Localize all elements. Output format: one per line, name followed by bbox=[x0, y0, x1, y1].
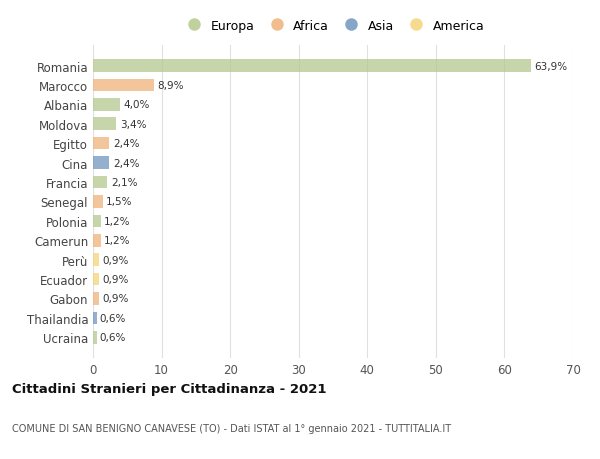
Text: 3,4%: 3,4% bbox=[120, 119, 146, 129]
Legend: Europa, Africa, Asia, America: Europa, Africa, Asia, America bbox=[176, 15, 490, 38]
Bar bbox=[93, 292, 99, 305]
Bar bbox=[93, 331, 97, 344]
Text: 0,9%: 0,9% bbox=[102, 255, 128, 265]
Text: COMUNE DI SAN BENIGNO CANAVESE (TO) - Dati ISTAT al 1° gennaio 2021 - TUTTITALIA: COMUNE DI SAN BENIGNO CANAVESE (TO) - Da… bbox=[12, 424, 451, 433]
Bar bbox=[93, 79, 154, 92]
Bar bbox=[93, 157, 109, 169]
Text: 0,9%: 0,9% bbox=[102, 294, 128, 304]
Bar bbox=[93, 196, 103, 208]
Text: 0,6%: 0,6% bbox=[100, 333, 126, 342]
Bar bbox=[93, 60, 531, 73]
Text: 8,9%: 8,9% bbox=[157, 81, 184, 91]
Bar bbox=[93, 215, 101, 228]
Bar bbox=[93, 273, 99, 286]
Bar bbox=[93, 176, 107, 189]
Bar bbox=[93, 254, 99, 266]
Bar bbox=[93, 99, 121, 112]
Text: Cittadini Stranieri per Cittadinanza - 2021: Cittadini Stranieri per Cittadinanza - 2… bbox=[12, 382, 326, 396]
Bar bbox=[93, 235, 101, 247]
Text: 0,9%: 0,9% bbox=[102, 274, 128, 285]
Bar bbox=[93, 118, 116, 131]
Text: 63,9%: 63,9% bbox=[535, 62, 568, 71]
Text: 2,1%: 2,1% bbox=[111, 178, 137, 188]
Text: 2,4%: 2,4% bbox=[113, 158, 139, 168]
Bar bbox=[93, 138, 109, 150]
Text: 1,2%: 1,2% bbox=[104, 236, 130, 246]
Bar bbox=[93, 312, 97, 325]
Text: 1,5%: 1,5% bbox=[106, 197, 133, 207]
Text: 0,6%: 0,6% bbox=[100, 313, 126, 323]
Text: 4,0%: 4,0% bbox=[124, 100, 150, 110]
Text: 1,2%: 1,2% bbox=[104, 216, 130, 226]
Text: 2,4%: 2,4% bbox=[113, 139, 139, 149]
